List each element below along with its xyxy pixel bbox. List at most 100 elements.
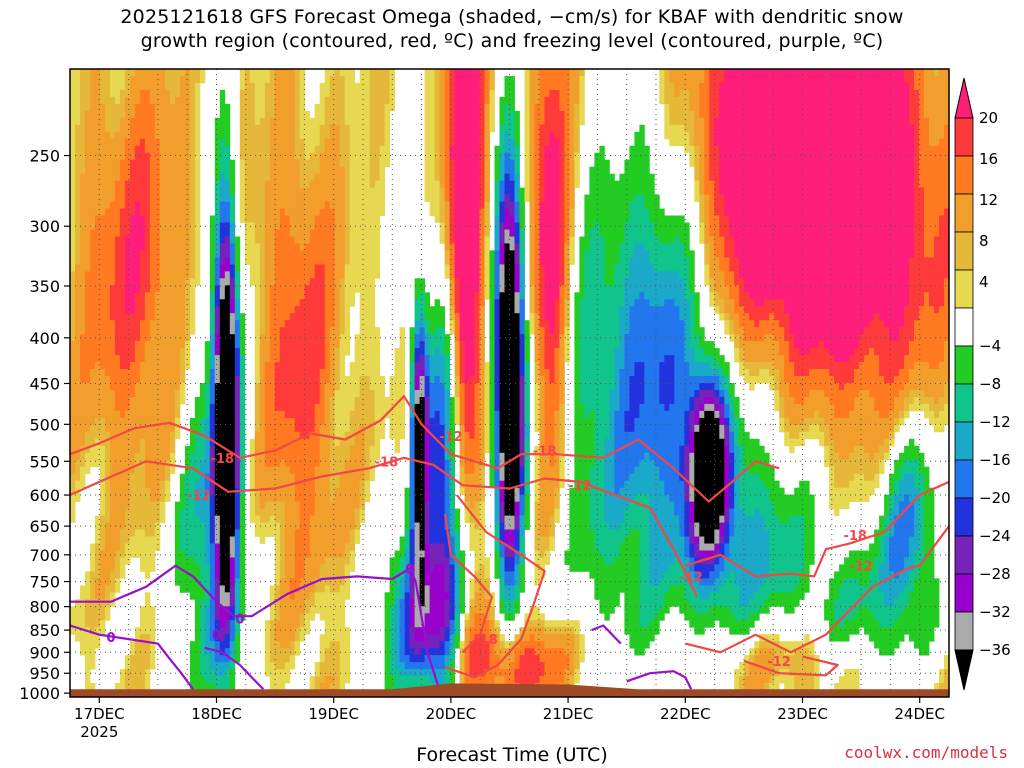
omega-cell [894, 599, 900, 621]
omega-cell [689, 431, 695, 454]
omega-cell [95, 543, 101, 579]
omega-cell [704, 194, 710, 244]
omega-cell [504, 131, 510, 154]
omega-cell [309, 606, 316, 621]
omega-cell [324, 585, 331, 649]
omega-cell [414, 676, 420, 691]
omega-cell [934, 145, 940, 237]
colorbar-segment [954, 269, 974, 309]
colorbar-label: −20 [979, 489, 1011, 507]
omega-cell [444, 641, 450, 656]
omega-cell [234, 578, 241, 614]
omega-cell [774, 676, 780, 691]
omega-cell [839, 487, 845, 509]
omega-cell [779, 592, 785, 607]
omega-cell [504, 103, 510, 133]
omega-cell [449, 634, 455, 649]
omega-cell [494, 550, 500, 579]
omega-cell [644, 299, 650, 454]
omega-cell [344, 564, 351, 600]
omega-cell [114, 103, 121, 133]
omega-cell [229, 620, 236, 642]
omega-cell [669, 403, 675, 502]
omega-cell [149, 103, 156, 321]
omega-cell [539, 641, 545, 663]
omega-cell [429, 655, 435, 670]
omega-cell [80, 383, 86, 447]
omega-cell [944, 383, 949, 405]
omega-cell [709, 585, 715, 593]
omega-cell [774, 299, 780, 321]
omega-cell [709, 543, 715, 551]
omega-cell [419, 327, 425, 342]
omega-cell [509, 613, 515, 621]
omega-cell [724, 403, 730, 419]
omega-cell [129, 362, 136, 398]
omega-cell [339, 557, 346, 586]
omega-cell [669, 585, 675, 607]
omega-cell [394, 550, 400, 572]
omega-cell [514, 634, 520, 642]
omega-cell [95, 599, 101, 628]
colorbar-segment [954, 459, 974, 499]
omega-cell [414, 403, 420, 523]
omega-cell [439, 306, 445, 328]
omega-cell [669, 299, 675, 356]
omega-cell [594, 152, 600, 223]
omega-cell [729, 508, 735, 537]
omega-cell [424, 397, 430, 426]
omega-cell [105, 69, 111, 133]
omega-cell [539, 376, 545, 537]
omega-cell [294, 592, 301, 628]
omega-cell [459, 383, 465, 426]
omega-cell [629, 501, 635, 530]
omega-cell [544, 634, 550, 649]
omega-cell [449, 620, 455, 635]
omega-cell [819, 431, 825, 447]
omega-cell [269, 515, 276, 537]
omega-cell [129, 69, 136, 77]
omega-cell [629, 431, 635, 475]
omega-cell [814, 348, 820, 370]
omega-cell [639, 494, 645, 628]
omega-cell [659, 362, 665, 405]
omega-cell [105, 376, 111, 433]
omega-cell [909, 459, 915, 475]
omega-cell [399, 536, 405, 558]
omega-cell [704, 543, 710, 551]
colorbar-label: −16 [979, 451, 1011, 469]
omega-cell [294, 159, 301, 244]
omega-cell [839, 69, 845, 363]
omega-cell [614, 348, 620, 412]
omega-cell [304, 110, 311, 161]
omega-cell [179, 76, 186, 349]
omega-cell [444, 355, 450, 391]
omega-cell [674, 96, 680, 126]
omega-cell [629, 145, 635, 202]
omega-cell [234, 613, 241, 635]
omega-cell [274, 620, 281, 642]
omega-cell [499, 578, 505, 600]
omega-cell [764, 641, 770, 649]
omega-cell [299, 69, 306, 140]
omega-cell [534, 69, 540, 105]
omega-cell [854, 369, 860, 398]
omega-cell [554, 89, 560, 140]
omega-cell [404, 669, 410, 677]
omega-cell [454, 557, 460, 614]
omega-cell [134, 69, 141, 105]
omega-cell [174, 417, 181, 440]
omega-cell [424, 320, 430, 335]
omega-cell [909, 369, 915, 391]
omega-cell [634, 529, 640, 656]
omega-cell [439, 669, 445, 691]
omega-cell [364, 480, 371, 502]
omega-cell [834, 417, 840, 454]
omega-cell [899, 592, 905, 614]
omega-cell [454, 634, 460, 649]
omega-cell [524, 320, 530, 363]
omega-cell [709, 571, 715, 586]
omega-cell [499, 557, 505, 579]
colorbar-label: −36 [979, 641, 1011, 659]
omega-cell [439, 383, 445, 426]
